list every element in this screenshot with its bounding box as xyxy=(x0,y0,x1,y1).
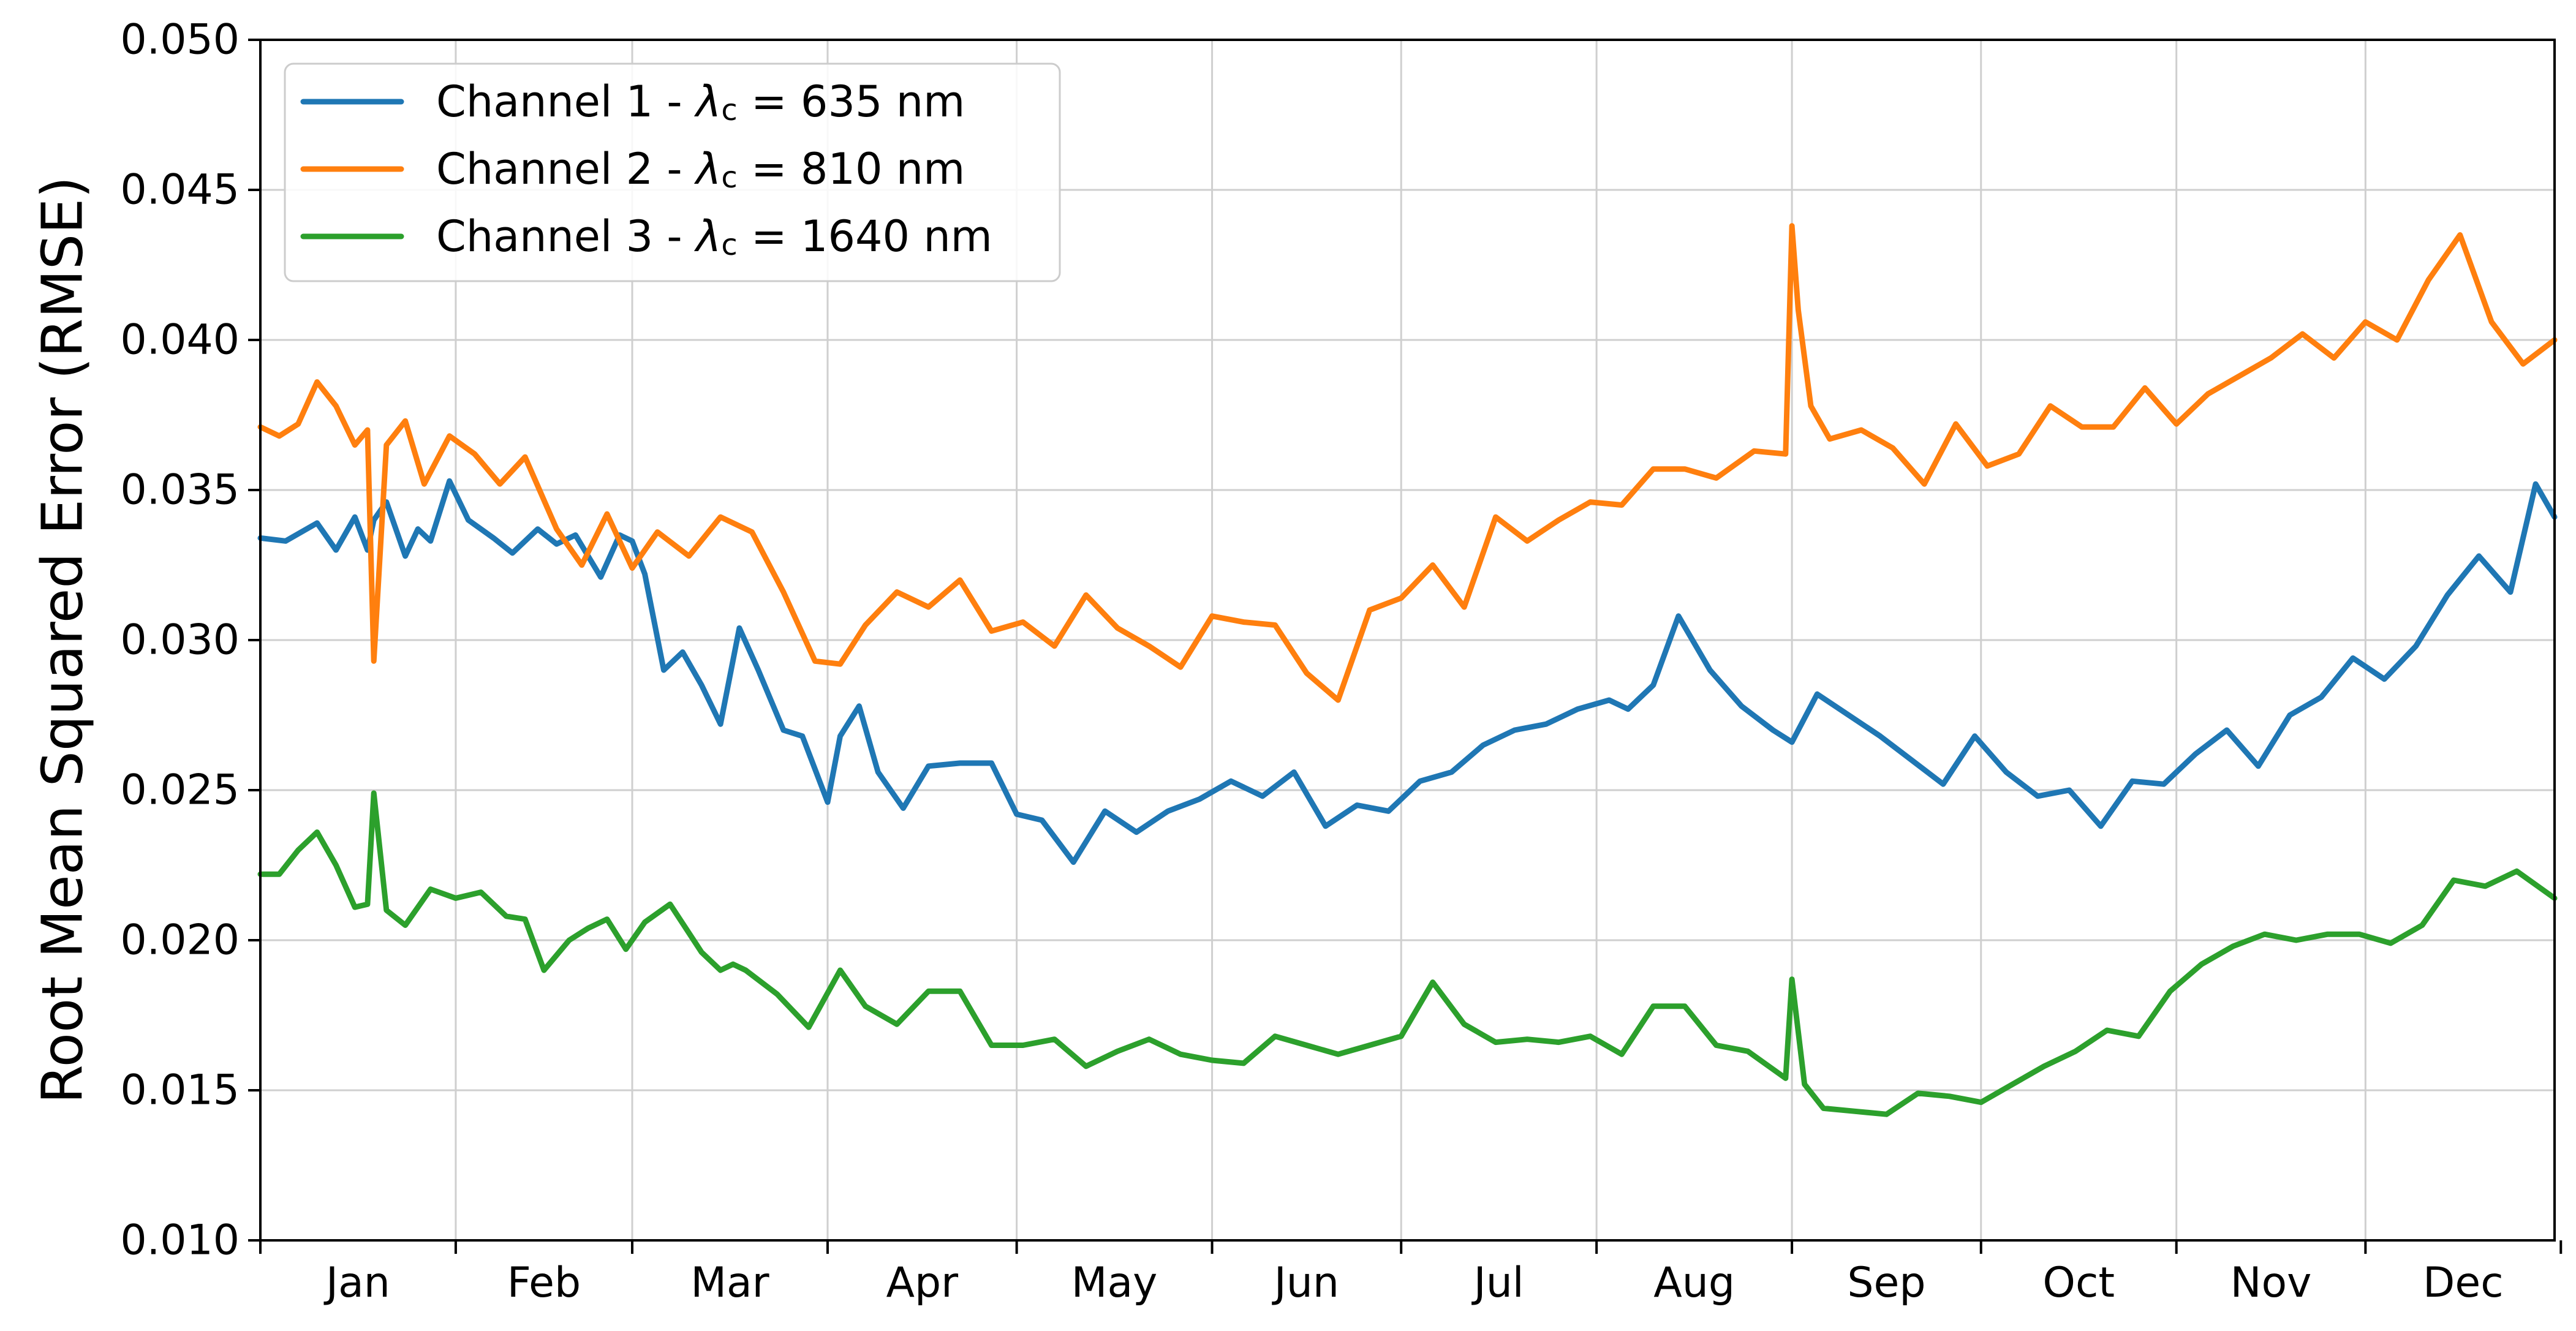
y-tick-label: 0.025 xyxy=(120,766,240,815)
legend-label: Channel 3 - λc = 1640 nm xyxy=(436,211,992,262)
x-tick-label: May xyxy=(1071,1259,1158,1307)
y-axis-title: Root Mean Squared Error (RMSE) xyxy=(29,176,95,1104)
y-tick-label: 0.050 xyxy=(120,16,240,64)
x-tick-label: Feb xyxy=(507,1259,581,1307)
legend-label: Channel 2 - λc = 810 nm xyxy=(436,144,965,195)
x-tick-label: Jul xyxy=(1471,1259,1524,1307)
y-tick-label: 0.030 xyxy=(120,616,240,665)
y-tick-label: 0.035 xyxy=(120,466,240,515)
y-tick-label: 0.045 xyxy=(120,166,240,214)
legend-label: Channel 1 - λc = 635 nm xyxy=(436,77,965,127)
series-line xyxy=(257,790,2558,1117)
series-line xyxy=(257,223,2558,703)
x-tick-label: Oct xyxy=(2042,1259,2115,1307)
x-tick-label: Aug xyxy=(1653,1259,1735,1307)
x-tick-label: Sep xyxy=(1847,1259,1925,1307)
y-axis: 0.010 0.015 0.020 0.025 0.030 0.035 0.040 0.045… xyxy=(120,16,260,1265)
series-lines xyxy=(257,223,2558,1117)
x-tick-label: Jun xyxy=(1272,1259,1339,1307)
y-tick-label: 0.020 xyxy=(120,916,240,965)
x-tick-label: Nov xyxy=(2230,1259,2312,1307)
legend: Channel 1 - λc = 635 nm Channel 2 - λc = … xyxy=(284,62,1061,282)
y-tick-label: 0.010 xyxy=(120,1216,240,1265)
series-line xyxy=(257,478,2558,865)
x-tick-label: Jan xyxy=(323,1259,390,1307)
x-tick-label: Apr xyxy=(886,1259,958,1307)
x-tick-label: Dec xyxy=(2423,1259,2504,1307)
y-tick-label: 0.015 xyxy=(120,1066,240,1115)
y-tick-label: 0.040 xyxy=(120,316,240,364)
x-axis: Jan Feb Mar Apr May Jun Jul Aug Sep Oct Nov Dec xyxy=(259,1240,2563,1307)
x-tick-label: Mar xyxy=(690,1259,769,1307)
legend-box xyxy=(284,62,1061,282)
